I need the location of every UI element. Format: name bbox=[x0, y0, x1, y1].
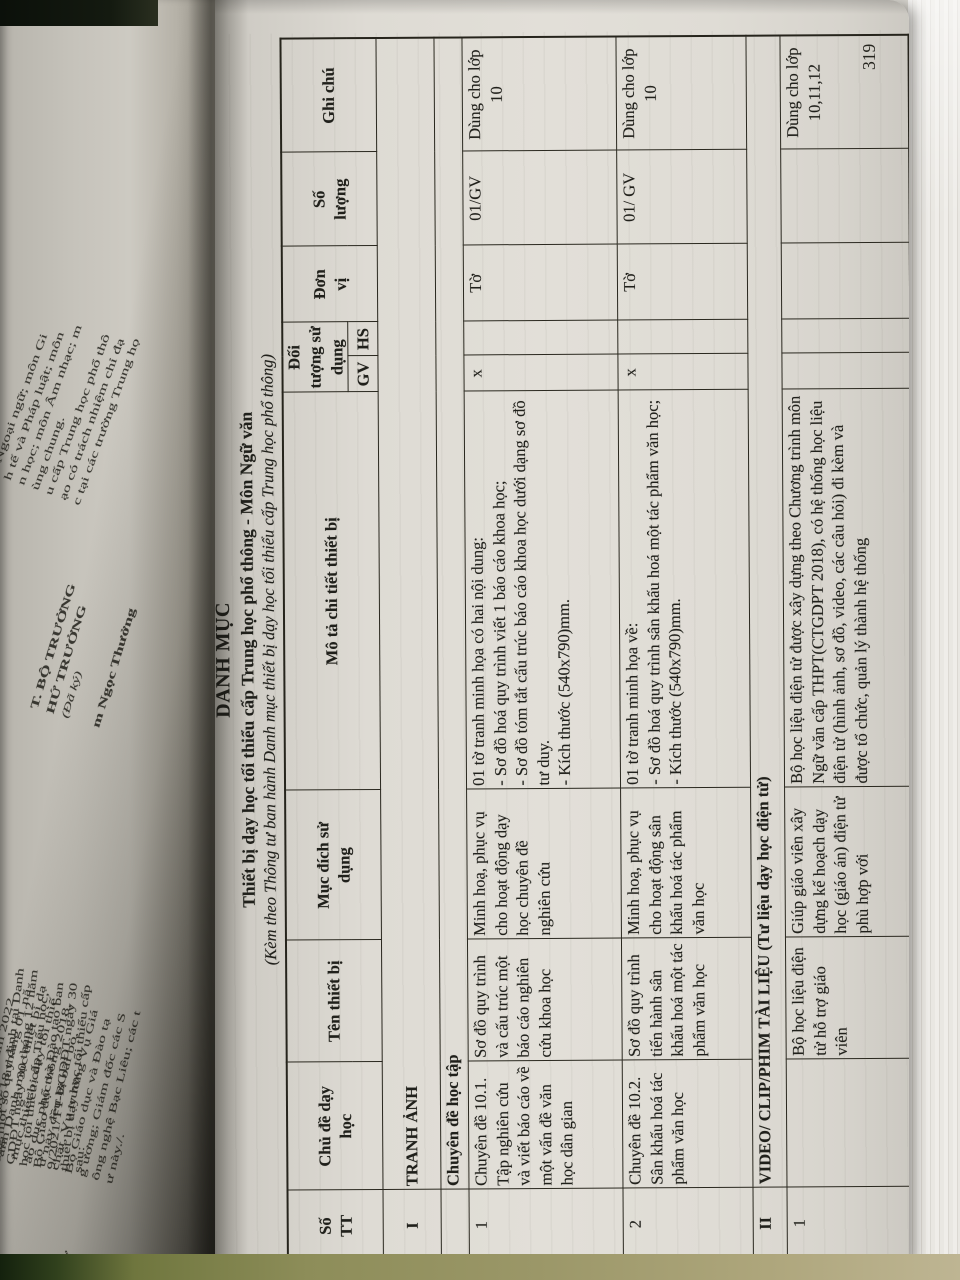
col-header-stt: Số TT bbox=[287, 1189, 384, 1263]
equipment-table: Số TT Chủ đề dạy học Tên thiết bị Mục đí… bbox=[279, 33, 909, 1264]
col-header-muc-dich: Mục đích sử dụng bbox=[285, 789, 382, 941]
col-header-ghi-chu: Ghi chú bbox=[280, 37, 377, 153]
cell-so-luong: 01/GV bbox=[462, 150, 618, 246]
col-header-hs: HS bbox=[348, 321, 379, 357]
cell-muc-dich: Minh hoạ, phục vụ cho hoạt động sân khấu… bbox=[620, 787, 752, 939]
cell-don-vi: Tờ bbox=[463, 244, 619, 322]
page-stack-edge bbox=[908, 0, 960, 1280]
col-header-ten-thiet-bi: Tên thiết bị bbox=[285, 939, 383, 1063]
book-cover-edge bbox=[0, 0, 158, 26]
cell-mo-ta: Bộ học liệu điện tử được xây dựng theo C… bbox=[782, 388, 909, 788]
col-header-mo-ta: Mô tả chi tiết thiết bị bbox=[282, 391, 381, 791]
cell-ghi-chu: Dùng cho lớp 10 bbox=[616, 35, 747, 151]
cell-gv: x bbox=[464, 354, 619, 392]
empty-cell bbox=[441, 1189, 470, 1262]
cell-ten-thiet-bi: Sơ đồ quy trình tiến hành sân khấu hoá m… bbox=[621, 937, 753, 1061]
col-header-so-luong: Số lượng bbox=[281, 151, 378, 247]
col-header-gv: GV bbox=[348, 355, 379, 393]
cell-don-vi: Tờ bbox=[617, 243, 749, 321]
rotated-page-content: DANH MỤC Thiết bị dạy học tối thiểu cấp … bbox=[215, 30, 909, 1272]
col-header-chu-de: Chủ đề dạy học bbox=[286, 1061, 384, 1191]
table-row: 2 Chuyên đề 10.2. Sân khấu hoá tác phẩm … bbox=[616, 35, 754, 1261]
cell-hs bbox=[782, 318, 909, 354]
cell-so-luong bbox=[780, 148, 909, 244]
table-header-row: Số TT Chủ đề dạy học Tên thiết bị Mục đí… bbox=[280, 37, 384, 1263]
cell-ghi-chu: Dùng cho lớp 10,11,12 bbox=[780, 34, 909, 150]
cell-hs bbox=[618, 319, 749, 355]
current-page: 319 DANH MỤC Thiết bị dạy học tối thiểu … bbox=[215, 0, 909, 1280]
table-row: 1 Chuyên đề 10.1. Tập nghiên cứu và viết… bbox=[462, 36, 624, 1262]
cell-chu-de: Chuyên đề 10.2. Sân khấu hoá tác phẩm vă… bbox=[622, 1059, 754, 1189]
cell-gv: x bbox=[618, 353, 749, 391]
cell-so-luong: 01/ GV bbox=[616, 149, 748, 245]
cell-mo-ta: 01 tờ tranh minh họa về: - Sơ đồ hoá quy… bbox=[618, 389, 751, 789]
cell-hs bbox=[464, 320, 619, 356]
table-row: 1 Bộ học liệu điện tử hỗ trợ giáo viên G… bbox=[780, 34, 909, 1260]
cell-gv bbox=[782, 352, 909, 390]
section-number: I bbox=[383, 1189, 442, 1262]
cell-stt: 1 bbox=[787, 1186, 909, 1260]
cell-muc-dich: Minh hoạ, phục vụ cho hoạt động dạy học … bbox=[466, 788, 622, 940]
section-row-tranh-anh: I TRANH ẢNH bbox=[376, 37, 442, 1262]
cell-muc-dich: Giúp giáo viên xây dựng kế hoạch dạy học… bbox=[784, 786, 909, 938]
cell-ghi-chu: Dùng cho lớp 10 bbox=[462, 36, 617, 152]
table-surface-strip bbox=[0, 1254, 960, 1280]
cell-ten-thiet-bi: Bộ học liệu điện tử hỗ trợ giáo viên bbox=[785, 936, 909, 1060]
section-number: II bbox=[753, 1187, 788, 1260]
prev-page-signature-block: T. BỘ TRƯỞNG HỨ TRƯỞNG (Đã ký) m Ngọc Th… bbox=[26, 582, 142, 730]
cell-stt: 1 bbox=[469, 1188, 624, 1262]
col-header-don-vi: Đơn vị bbox=[281, 245, 379, 323]
document-title-block: DANH MỤC Thiết bị dạy học tối thiểu cấp … bbox=[215, 48, 283, 1272]
cell-don-vi bbox=[781, 242, 909, 320]
prev-page-fragment-block: n Ngoại ngữ; môn Gi h tế và Pháp luật; m… bbox=[0, 306, 143, 507]
cell-mo-ta: 01 tờ tranh minh họa có hai nội dung: - … bbox=[464, 390, 621, 790]
cell-chu-de bbox=[786, 1058, 909, 1188]
previous-page: n Ngoại ngữ; môn Gi h tế và Pháp luật; m… bbox=[0, 0, 216, 1280]
cell-ten-thiet-bi: Sơ đồ quy trình và cấu trúc một báo cáo … bbox=[467, 938, 623, 1062]
cell-chu-de: Chuyên đề 10.1. Tập nghiên cứu và viết b… bbox=[468, 1060, 624, 1190]
cell-stt: 2 bbox=[623, 1187, 754, 1261]
section-title: TRANH ẢNH bbox=[376, 37, 442, 1190]
col-header-doi-tuong: Đối tượng sử dụng bbox=[282, 322, 349, 393]
